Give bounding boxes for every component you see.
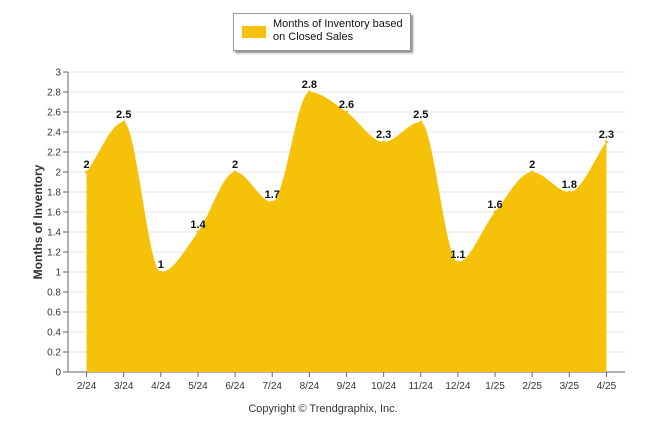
- data-label: 2.3: [376, 129, 391, 141]
- y-tick-label: 3: [55, 68, 61, 79]
- data-label: 2.3: [599, 129, 614, 141]
- data-label: 2.5: [413, 109, 428, 121]
- data-point: [122, 120, 126, 124]
- y-tick-label: 1.8: [47, 188, 61, 199]
- series-area: [86, 92, 607, 372]
- y-tick-label: 2.8: [47, 88, 61, 99]
- copyright-text: Copyright © Trendgraphix, Inc.: [248, 403, 398, 415]
- data-label: 2: [84, 159, 90, 171]
- data-point: [419, 120, 423, 124]
- y-tick-label: 1: [55, 268, 61, 279]
- y-tick-label: 0.6: [47, 308, 61, 319]
- y-tick-label: 1.4: [47, 228, 61, 239]
- y-tick-label: 0.2: [47, 348, 61, 359]
- x-tick-label: 7/24: [262, 381, 282, 392]
- data-point: [604, 140, 608, 144]
- x-tick-label: 8/24: [300, 381, 320, 392]
- y-axis-title: Months of Inventory: [31, 164, 45, 279]
- y-tick-label: 2.6: [47, 108, 61, 119]
- y-tick-label: 0: [55, 368, 61, 379]
- data-point: [307, 90, 311, 94]
- data-point: [196, 230, 200, 234]
- x-tick-label: 5/24: [188, 381, 208, 392]
- data-label: 1.1: [450, 249, 465, 261]
- data-point: [382, 140, 386, 144]
- data-label: 1.4: [190, 219, 206, 231]
- legend-label: Months of Inventory based on Closed Sale…: [273, 18, 403, 43]
- data-label: 2.6: [339, 99, 354, 111]
- y-tick-label: 1.6: [47, 208, 61, 219]
- x-tick-label: 2/24: [77, 381, 97, 392]
- data-label: 2: [529, 159, 535, 171]
- data-point: [159, 270, 163, 274]
- data-point: [345, 110, 348, 114]
- y-tick-label: 2.2: [47, 148, 61, 159]
- data-point: [530, 170, 534, 174]
- x-tick-label: 2/25: [522, 381, 542, 392]
- data-label: 1.8: [562, 179, 577, 191]
- y-tick-label: 0.4: [47, 328, 61, 339]
- x-tick-label: 4/25: [597, 381, 617, 392]
- data-point: [270, 200, 274, 204]
- x-tick-label: 11/24: [409, 381, 434, 392]
- data-point: [85, 170, 89, 174]
- x-tick-label: 4/24: [151, 381, 171, 392]
- data-point: [567, 190, 571, 194]
- x-tick-label: 9/24: [337, 381, 357, 392]
- data-label: 1.7: [265, 189, 280, 201]
- data-point: [493, 210, 497, 214]
- data-label: 1.6: [487, 199, 502, 211]
- data-label: 2: [232, 159, 238, 171]
- data-point: [233, 170, 237, 174]
- x-tick-label: 3/25: [560, 381, 580, 392]
- legend-swatch: [242, 26, 266, 38]
- x-tick-label: 3/24: [114, 381, 134, 392]
- data-label: 2.5: [116, 109, 131, 121]
- y-tick-label: 0.8: [47, 288, 61, 299]
- data-label: 2.8: [302, 79, 317, 91]
- y-tick-label: 2: [55, 168, 61, 179]
- y-tick-label: 1.2: [47, 248, 61, 259]
- data-point: [456, 260, 460, 264]
- data-label: 1: [158, 259, 164, 271]
- legend: Months of Inventory based on Closed Sale…: [233, 13, 411, 51]
- y-tick-label: 2.4: [47, 128, 61, 139]
- x-tick-label: 1/25: [485, 381, 505, 392]
- x-tick-label: 6/24: [225, 381, 245, 392]
- x-tick-label: 12/24: [445, 381, 470, 392]
- x-tick-label: 10/24: [371, 381, 396, 392]
